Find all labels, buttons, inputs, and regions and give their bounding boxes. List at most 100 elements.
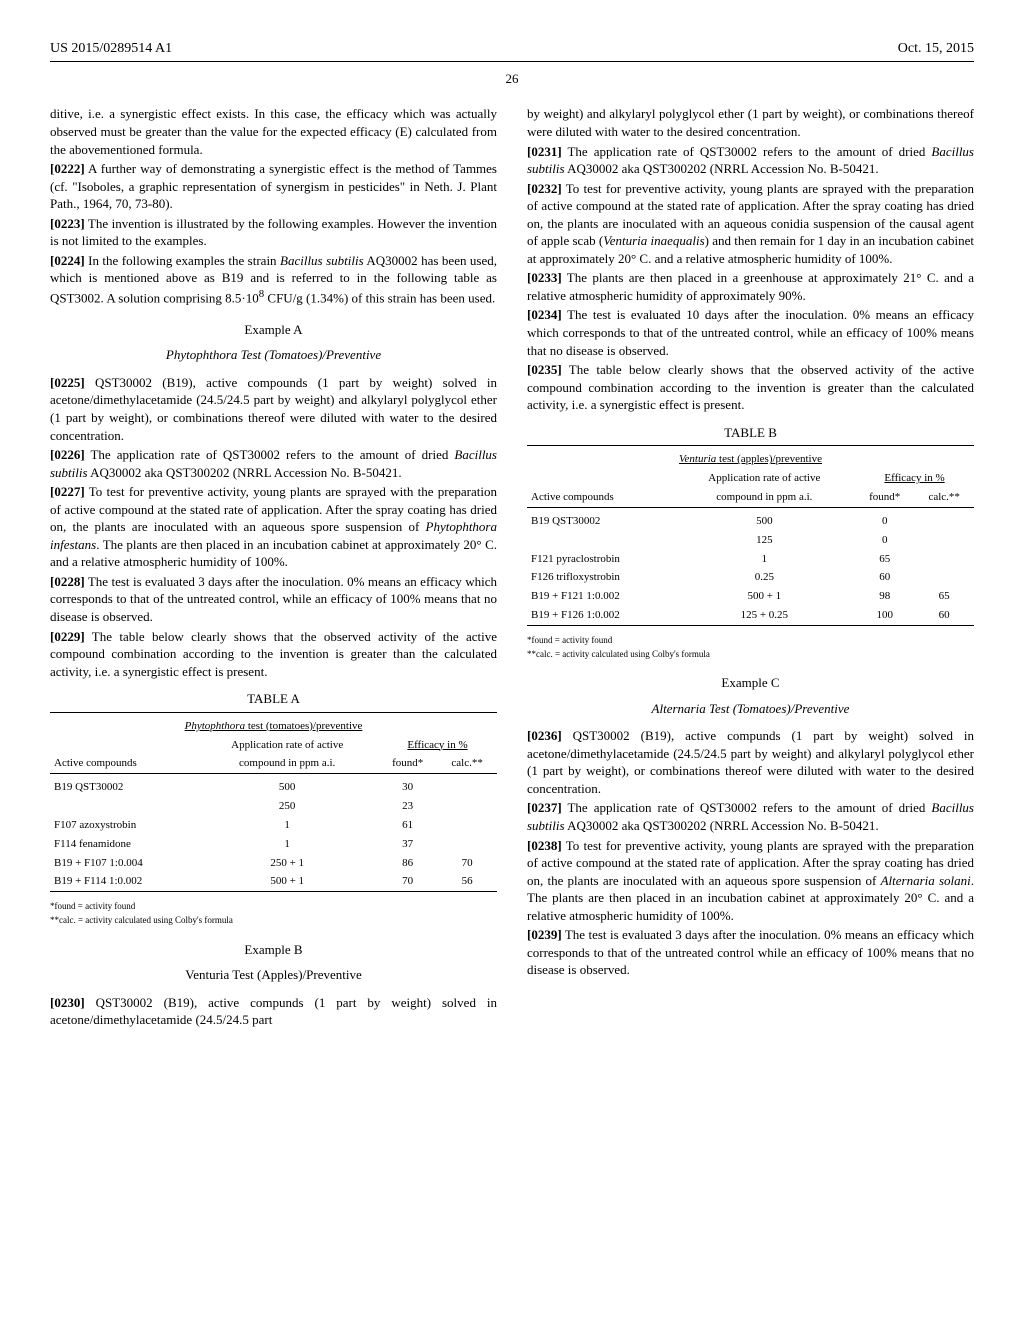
text-italic: Phytophthora [185,720,246,732]
th: Active compounds [50,754,196,773]
td [914,568,974,587]
para-num: [0238] [527,838,562,853]
td: B19 + F107 1:0.004 [50,854,196,873]
th [527,469,674,488]
example-c-sub: Alternaria Test (Tomatoes)/Preventive [527,700,974,718]
text-italic: Alternaria [652,701,706,716]
text: Test (Tomatoes)/Preventive [237,347,381,362]
td [437,835,497,854]
td: 125 + 0.25 [674,606,856,625]
para: [0230] QST30002 (B19), active compunds (… [50,994,497,1029]
text: CFU/g (1.34%) of this strain has been us… [264,290,495,305]
right-column: by weight) and alkylaryl polyglycol ethe… [527,105,974,1030]
text: ditive, i.e. a synergistic effect exists… [50,106,497,156]
td: 1 [196,835,378,854]
para: [0226] The application rate of QST30002 … [50,446,497,481]
text: AQ30002 aka QST300202 (NRRL Accession No… [88,465,402,480]
td: 98 [855,587,914,606]
para-num: [0233] [527,270,562,285]
td: 1 [196,816,378,835]
td: 70 [437,854,497,873]
para: ditive, i.e. a synergistic effect exists… [50,105,497,158]
table-b: Venturia test (apples)/preventive Applic… [527,445,974,630]
td: B19 + F114 1:0.002 [50,872,196,891]
text: The application rate of QST30002 refers … [85,447,455,462]
para-num: [0229] [50,629,85,644]
table-row: F126 trifloxystrobin0.2560 [527,568,974,587]
text: The test is evaluated 3 days after the i… [527,927,974,977]
td: 65 [914,587,974,606]
td: 0 [855,531,914,550]
table-note: *found = activity found [527,634,974,646]
th: found* [378,754,437,773]
para: [0236] QST30002 (B19), active compunds (… [527,727,974,797]
table-row: B19 QST3000250030 [50,778,497,797]
th: Application rate of active [674,469,856,488]
td: B19 QST30002 [527,512,674,531]
th: Application rate of active [196,736,378,755]
header-right: Oct. 15, 2015 [898,40,974,59]
td: 70 [378,872,437,891]
text: AQ30002 aka QST300202 (NRRL Accession No… [565,161,879,176]
para-num: [0225] [50,375,85,390]
th: compound in ppm a.i. [196,754,378,773]
para-num: [0235] [527,362,562,377]
th: calc.** [914,488,974,507]
table-note: **calc. = activity calculated using Colb… [527,648,974,660]
td: F121 pyraclostrobin [527,550,674,569]
text: QST30002 (B19), active compunds (1 part … [50,995,497,1028]
para: [0225] QST30002 (B19), active compounds … [50,374,497,444]
example-a-sub: Phytophthora Test (Tomatoes)/Preventive [50,346,497,364]
table-row: B19 + F126 1:0.002125 + 0.2510060 [527,606,974,625]
table-row: B19 + F107 1:0.004250 + 18670 [50,854,497,873]
td: 1 [674,550,856,569]
td: 500 [196,778,378,797]
td: 0.25 [674,568,856,587]
td: 60 [855,568,914,587]
text: QST30002 (B19), active compounds (1 part… [50,375,497,443]
td [914,550,974,569]
table-row: B19 + F114 1:0.002500 + 17056 [50,872,497,891]
text: test (apples)/preventive [716,453,822,465]
para: [0223] The invention is illustrated by t… [50,215,497,250]
text-italic: Alternaria solani [881,873,971,888]
text-italic: Bacillus subtilis [280,253,364,268]
table-a: Phytophthora test (tomatoes)/preventive … [50,712,497,897]
page-number: 26 [50,70,974,88]
example-b-sub: Venturia Test (Apples)/Preventive [50,966,497,984]
td: 60 [914,606,974,625]
para-num: [0236] [527,728,562,743]
text: In the following examples the strain [85,253,280,268]
td: F114 fenamidone [50,835,196,854]
text: The application rate of QST30002 refers … [562,800,932,815]
td: 250 [196,797,378,816]
para-num: [0222] [50,161,85,176]
td: 23 [378,797,437,816]
para-num: [0231] [527,144,562,159]
para-num: [0239] [527,927,562,942]
td: 500 + 1 [196,872,378,891]
td: 125 [674,531,856,550]
text-italic: Phytophthora [166,347,238,362]
example-a-heading: Example A [50,321,497,339]
para: [0231] The application rate of QST30002 … [527,143,974,178]
td [437,778,497,797]
td: 0 [855,512,914,531]
th: Efficacy in % [378,736,497,755]
text-italic: Venturia inaequalis [603,233,704,248]
content-columns: ditive, i.e. a synergistic effect exists… [50,105,974,1030]
td: 86 [378,854,437,873]
th: calc.** [437,754,497,773]
table-row: F107 azoxystrobin161 [50,816,497,835]
para: [0232] To test for preventive activity, … [527,180,974,268]
text: Test (Tomatoes)/Preventive [706,701,850,716]
text: The invention is illustrated by the foll… [50,216,497,249]
text: test (tomatoes)/preventive [245,720,362,732]
para-num: [0223] [50,216,85,231]
para-num: [0237] [527,800,562,815]
left-column: ditive, i.e. a synergistic effect exists… [50,105,497,1030]
text: The plants are then placed in a greenhou… [527,270,974,303]
text: QST30002 (B19), active compunds (1 part … [527,728,974,796]
td: 61 [378,816,437,835]
text: The test is evaluated 10 days after the … [527,307,974,357]
